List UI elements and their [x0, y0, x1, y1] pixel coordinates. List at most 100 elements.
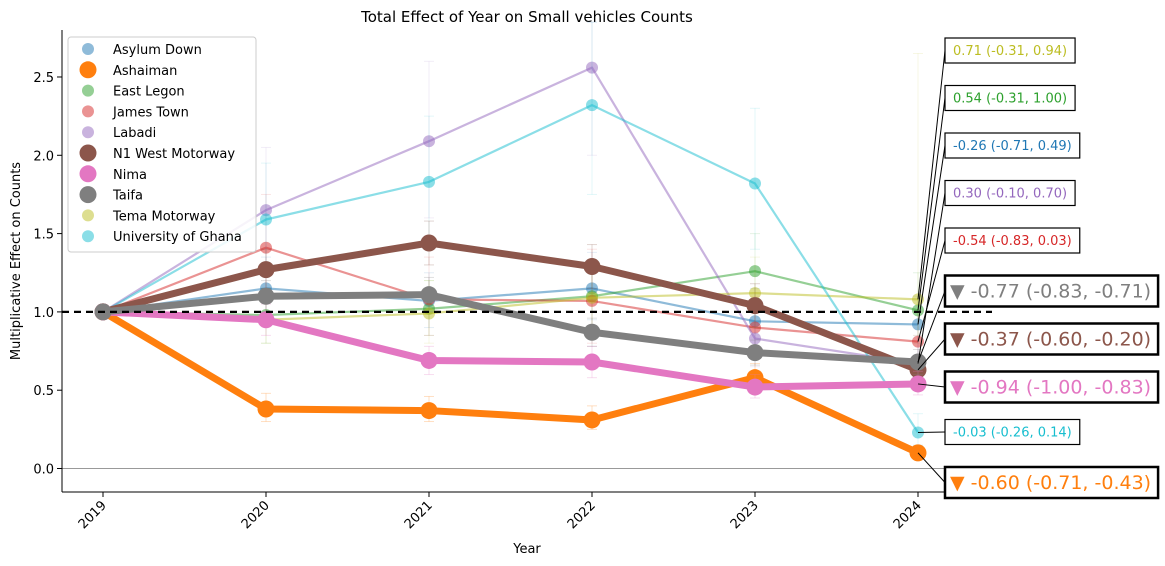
- legend: Asylum Down Ashaiman East Legon James Town L…: [67, 36, 257, 253]
- legend-marker: [79, 186, 97, 204]
- legend-marker: [82, 105, 94, 118]
- leader-line: [917, 97, 946, 311]
- legend-label: East Legon: [113, 85, 185, 100]
- legend-item: Tema Motorway: [82, 209, 216, 224]
- y-tick-label: 0.5: [33, 384, 54, 399]
- legend-marker: [82, 84, 94, 97]
- legend-item: Labadi: [82, 126, 156, 141]
- legend-marker: [82, 126, 94, 139]
- legend-label: Labadi: [113, 126, 156, 141]
- annotation-box: [944, 84, 1076, 112]
- annotation-label: -0.03 (-0.26, 0.14): [953, 426, 1072, 441]
- legend-box: [67, 36, 257, 253]
- data-point: [423, 307, 435, 320]
- x-tick-label: 2022: [565, 498, 599, 532]
- leader-line: [917, 338, 946, 371]
- annotation-labadi: 0.30 (-0.10, 0.70): [917, 179, 1076, 364]
- leader-line: [917, 383, 946, 388]
- legend-label: Nima: [113, 168, 147, 183]
- data-point: [420, 234, 438, 252]
- legend-item: N1 West Motorway: [79, 144, 235, 162]
- annotation-box: [944, 179, 1076, 207]
- series-line: [101, 308, 920, 457]
- x-tick-label: 2021: [402, 498, 436, 532]
- data-point: [749, 177, 761, 190]
- legend-item: Asylum Down: [82, 43, 202, 58]
- annotation-box: [943, 322, 1160, 356]
- annotation-label: 0.71 (-0.31, 0.94): [953, 44, 1067, 59]
- legend-marker: [82, 43, 94, 55]
- data-point: [586, 61, 598, 74]
- legend-item: James Town: [82, 105, 189, 120]
- series-line: [102, 270, 919, 317]
- annotation-label: -0.54 (-0.83, 0.03): [953, 234, 1072, 249]
- legend-item: East Legon: [82, 84, 185, 100]
- leader-line: [917, 240, 946, 342]
- annotation-ashaiman: ▼ -0.60 (-0.71, -0.43): [917, 452, 1160, 500]
- y-tick-label: 1.5: [33, 228, 54, 243]
- data-point: [749, 287, 761, 300]
- data-point: [257, 261, 275, 279]
- annotation-box: [944, 418, 1081, 446]
- data-point: [423, 135, 435, 148]
- x-axis-ticks: 2019 2020 2021 2022 2023 2024: [76, 492, 925, 532]
- annotation-asylum-down: -0.26 (-0.71, 0.49): [917, 132, 1081, 325]
- data-point: [420, 402, 438, 420]
- annotation-taifa: ▼ -0.77 (-0.83, -0.71): [917, 274, 1160, 363]
- y-tick-label: 2.5: [33, 71, 54, 86]
- legend-label: Tema Motorway: [112, 209, 216, 224]
- data-point: [749, 265, 761, 278]
- legend-item: Taifa: [79, 186, 143, 204]
- legend-label: Asylum Down: [113, 43, 202, 58]
- annotation-james-town: -0.54 (-0.83, 0.03): [917, 227, 1081, 342]
- data-point: [586, 99, 598, 112]
- series-line: [102, 246, 919, 343]
- legend-marker: [79, 165, 97, 183]
- leader-line: [917, 50, 946, 300]
- annotation-label: ▼ -0.94 (-1.00, -0.83): [950, 377, 1151, 399]
- data-point: [749, 332, 761, 345]
- data-point: [423, 175, 435, 188]
- legend-label: James Town: [112, 105, 189, 120]
- annotation-label: ▼ -0.77 (-0.83, -0.71): [950, 281, 1151, 303]
- x-axis-label: Year: [512, 542, 541, 557]
- data-point: [260, 241, 272, 254]
- data-point: [746, 378, 764, 396]
- series-line: [102, 308, 919, 391]
- data-point: [260, 213, 272, 226]
- series-line: [102, 287, 919, 326]
- data-point: [420, 286, 438, 304]
- chart-title: Total Effect of Year on Small vehicles C…: [360, 8, 693, 26]
- y-axis-ticks: 0.0 0.5 1.0 1.5 2.0 2.5: [33, 71, 62, 478]
- annotation-nima: ▼ -0.94 (-1.00, -0.83): [917, 370, 1160, 404]
- x-tick-label: 2023: [728, 498, 762, 532]
- data-point: [583, 257, 601, 275]
- leader-line: [917, 145, 946, 325]
- annotation-label: 0.30 (-0.10, 0.70): [953, 187, 1067, 202]
- annotation-label: 0.54 (-0.31, 1.00): [953, 92, 1067, 107]
- annotation-box: [944, 37, 1076, 64]
- data-point: [257, 311, 275, 329]
- y-axis-label: Multiplicative Effect on Counts: [9, 162, 24, 360]
- x-tick-label: 2024: [891, 498, 925, 532]
- data-point: [749, 321, 761, 334]
- data-point: [586, 291, 598, 304]
- series-line: [102, 291, 919, 366]
- legend-label: Ashaiman: [113, 64, 177, 79]
- plot-area: [62, 21, 992, 470]
- annotation-n1-west-motorway: ▼ -0.37 (-0.60, -0.20): [917, 322, 1160, 371]
- legend-item: Nima: [79, 165, 147, 183]
- x-tick-label: 2019: [76, 498, 110, 532]
- data-point: [257, 400, 275, 418]
- legend-item: University of Ghana: [82, 230, 242, 245]
- data-point: [583, 323, 601, 341]
- annotations: 0.71 (-0.31, 0.94) 0.54 (-0.31, 1.00) -0.2…: [917, 37, 1160, 500]
- legend-marker: [79, 144, 97, 162]
- annotation-university-of-ghana: -0.03 (-0.26, 0.14): [917, 418, 1081, 446]
- annotation-label: ▼ -0.60 (-0.71, -0.43): [950, 472, 1151, 494]
- leader-line: [917, 192, 946, 364]
- annotation-box: [943, 274, 1160, 308]
- y-tick-label: 0.0: [33, 463, 54, 478]
- series-nima: [94, 303, 927, 399]
